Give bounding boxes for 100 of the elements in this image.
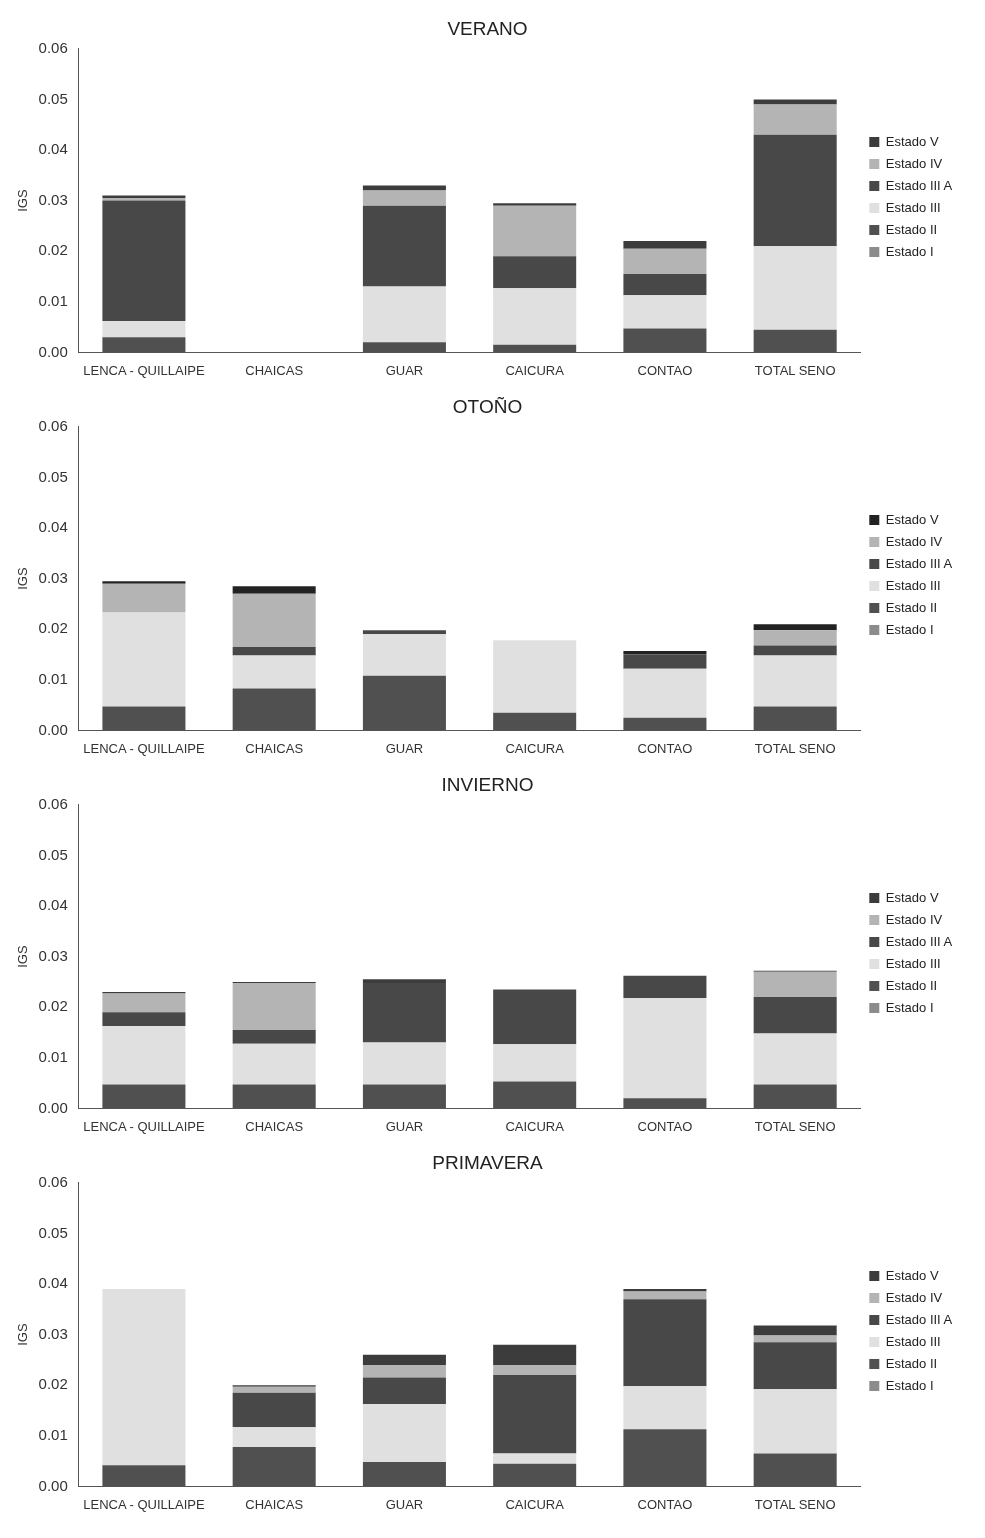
x-tick-label: CAICURA — [505, 362, 565, 378]
x-tick-label: GUAR — [385, 1496, 424, 1512]
y-tick-label: 0.03 — [38, 1324, 68, 1342]
x-tick-label: GUAR — [385, 1118, 424, 1134]
bar — [102, 1025, 186, 1085]
bar — [232, 1386, 316, 1393]
bar — [623, 241, 707, 249]
bar — [753, 997, 837, 1034]
legend-label: Estado IV — [885, 533, 943, 549]
bar — [493, 1344, 577, 1365]
chart-title: INVIERNO — [441, 773, 534, 795]
legend-label: Estado II — [885, 977, 938, 993]
y-tick-label: 0.04 — [38, 140, 68, 158]
y-tick-label: 0.05 — [38, 845, 68, 863]
bar — [362, 1364, 446, 1378]
legend-label: Estado III — [885, 1333, 941, 1349]
bar — [362, 1377, 446, 1404]
bar — [623, 1289, 707, 1292]
x-tick-label: TOTAL SENO — [754, 362, 836, 378]
legend-label: Estado I — [885, 621, 934, 637]
bar — [102, 993, 186, 1013]
bar — [493, 640, 577, 713]
bar — [753, 655, 837, 707]
bar — [623, 668, 707, 718]
y-tick-label: 0.00 — [38, 720, 68, 738]
bar — [623, 650, 707, 655]
x-tick-label: CAICURA — [505, 1118, 565, 1134]
bar — [362, 1403, 446, 1463]
legend-label: Estado II — [885, 221, 938, 237]
y-axis-title: IGS — [15, 1323, 31, 1346]
chart-title: PRIMAVERA — [432, 1151, 544, 1173]
bar — [753, 630, 837, 646]
bar — [753, 246, 837, 330]
x-tick-label: TOTAL SENO — [754, 1118, 836, 1134]
y-tick-label: 0.03 — [38, 946, 68, 964]
y-tick-label: 0.04 — [38, 896, 68, 914]
legend-label: Estado V — [885, 889, 939, 905]
legend-label: Estado IV — [885, 911, 943, 927]
legend-label: Estado V — [885, 511, 939, 527]
x-tick-label: GUAR — [385, 740, 424, 756]
x-tick-label: CONTAO — [637, 1118, 693, 1134]
x-tick-label: TOTAL SENO — [754, 740, 836, 756]
bar — [753, 99, 837, 105]
legend-label: Estado III A — [885, 933, 953, 949]
bar — [232, 586, 316, 594]
bar — [102, 612, 186, 707]
bar — [623, 1291, 707, 1300]
x-tick-label: CHAICAS — [245, 1496, 304, 1512]
y-tick-label: 0.02 — [38, 997, 68, 1015]
x-tick-label: CHAICAS — [245, 740, 304, 756]
bar — [753, 624, 837, 631]
bar — [102, 321, 186, 338]
bar — [753, 134, 837, 247]
y-tick-label: 0.04 — [38, 1274, 68, 1292]
y-tick-label: 0.02 — [38, 1375, 68, 1393]
bar — [362, 190, 446, 206]
bar — [362, 185, 446, 191]
y-axis-title: IGS — [15, 189, 31, 212]
x-tick-label: CHAICAS — [245, 362, 304, 378]
bar — [623, 998, 707, 1099]
bar — [232, 1427, 316, 1447]
legend-label: Estado IV — [885, 1289, 943, 1305]
legend-label: Estado I — [885, 1377, 934, 1393]
x-tick-label: LENCA - QUILLAIPE — [83, 1118, 205, 1134]
y-tick-label: 0.00 — [38, 1098, 68, 1116]
y-tick-label: 0.03 — [38, 568, 68, 586]
y-axis-title: IGS — [15, 945, 31, 968]
y-tick-label: 0.06 — [38, 794, 68, 812]
x-tick-label: CONTAO — [637, 1496, 693, 1512]
bar — [493, 989, 577, 1045]
x-tick-label: LENCA - QUILLAIPE — [83, 362, 205, 378]
x-tick-label: TOTAL SENO — [754, 1496, 836, 1512]
bar — [232, 593, 316, 647]
bar — [753, 1033, 837, 1085]
bar — [102, 1012, 186, 1026]
legend-label: Estado III A — [885, 1311, 953, 1327]
legend-label: Estado III — [885, 955, 941, 971]
y-tick-label: 0.01 — [38, 1047, 68, 1065]
bar — [362, 1354, 446, 1365]
legend-label: Estado III A — [885, 555, 953, 571]
x-tick-label: CONTAO — [637, 740, 693, 756]
bar — [493, 205, 577, 257]
bar — [753, 1342, 837, 1390]
bar — [493, 1044, 577, 1082]
x-tick-label: GUAR — [385, 362, 424, 378]
bar — [232, 1043, 316, 1085]
y-tick-label: 0.06 — [38, 416, 68, 434]
bar — [623, 248, 707, 274]
bar — [753, 1335, 837, 1343]
y-tick-label: 0.06 — [38, 1172, 68, 1190]
bar — [362, 630, 446, 635]
x-tick-label: CHAICAS — [245, 1118, 304, 1134]
legend-label: Estado III — [885, 199, 941, 215]
y-tick-label: 0.03 — [38, 190, 68, 208]
bar — [362, 1042, 446, 1085]
bar — [493, 1364, 577, 1376]
bar — [753, 971, 837, 998]
bar — [362, 205, 446, 287]
legend-label: Estado III — [885, 577, 941, 593]
y-tick-label: 0.05 — [38, 467, 68, 485]
